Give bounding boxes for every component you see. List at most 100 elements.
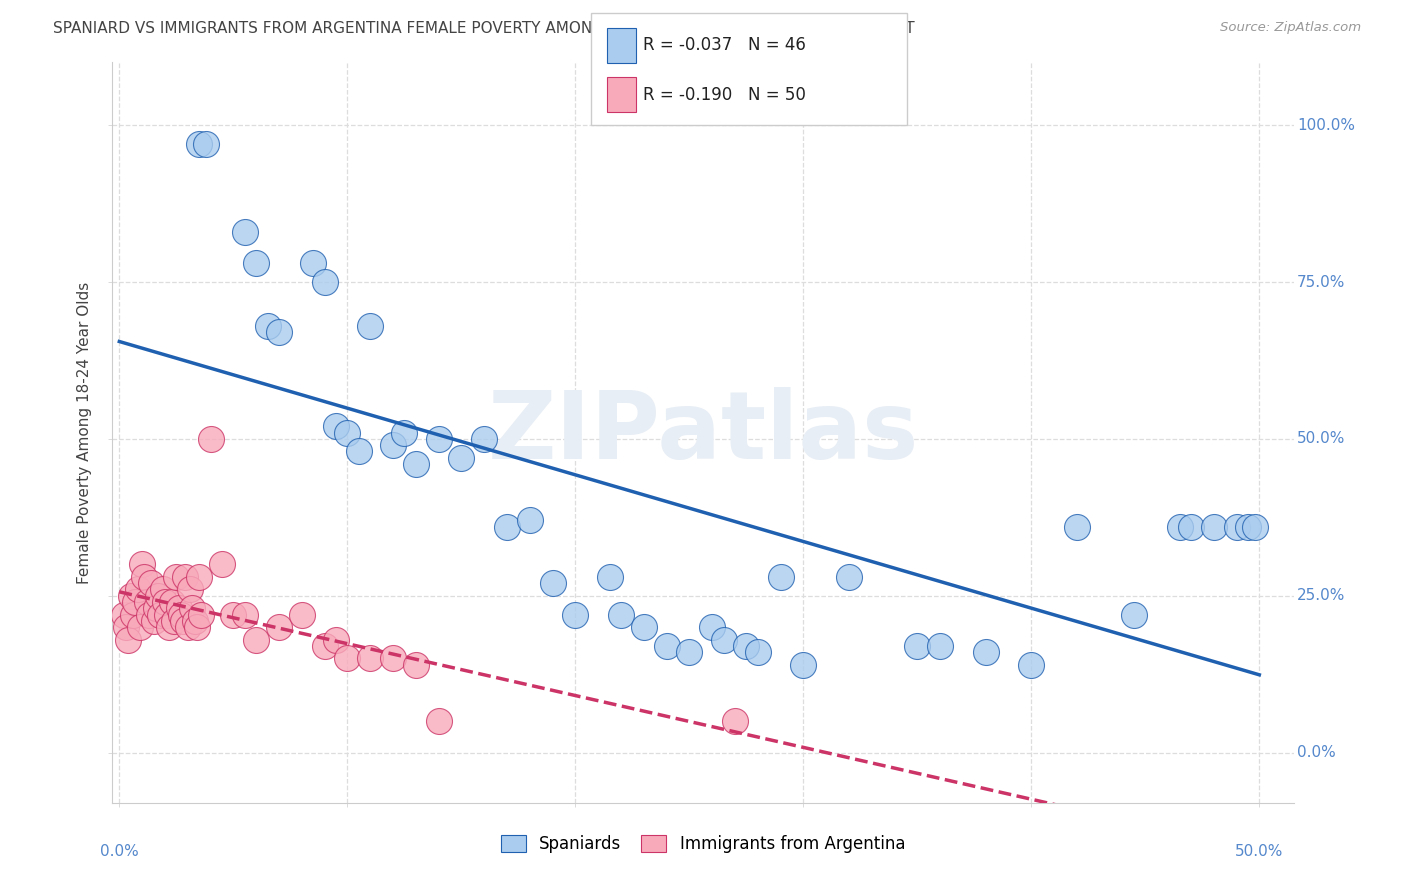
Point <box>186 620 208 634</box>
Point <box>267 325 290 339</box>
Point <box>149 607 172 622</box>
Point <box>1225 520 1247 534</box>
Point <box>167 601 190 615</box>
Text: 50.0%: 50.0% <box>1234 844 1284 858</box>
Point <box>1066 520 1088 534</box>
Point <box>152 582 174 597</box>
Point <box>134 570 156 584</box>
Point <box>183 614 205 628</box>
Point <box>131 558 153 572</box>
Point <box>135 595 157 609</box>
Point <box>146 589 169 603</box>
Point <box>222 607 245 622</box>
Point <box>678 645 700 659</box>
Point <box>1202 520 1225 534</box>
Point <box>974 645 997 659</box>
Point <box>200 432 222 446</box>
Point <box>336 425 359 440</box>
Point <box>177 620 200 634</box>
Point <box>190 607 212 622</box>
Point <box>655 639 678 653</box>
Point <box>905 639 928 653</box>
Point <box>314 275 336 289</box>
Point <box>245 256 267 270</box>
Point <box>291 607 314 622</box>
Point <box>141 576 163 591</box>
Point <box>124 595 146 609</box>
Point <box>117 632 139 647</box>
Point <box>769 570 792 584</box>
Text: R = -0.190   N = 50: R = -0.190 N = 50 <box>643 86 806 103</box>
Text: 0.0%: 0.0% <box>100 844 139 858</box>
Point <box>700 620 723 634</box>
Point <box>120 589 142 603</box>
Point <box>347 444 370 458</box>
Point <box>170 607 193 622</box>
Point <box>381 651 404 665</box>
Point <box>267 620 290 634</box>
Point <box>713 632 735 647</box>
Point <box>211 558 233 572</box>
Point <box>127 582 149 597</box>
Point <box>564 607 586 622</box>
Point <box>181 601 204 615</box>
Point <box>610 607 633 622</box>
Point <box>172 614 194 628</box>
Point <box>174 570 197 584</box>
Point <box>1237 520 1260 534</box>
Point <box>1021 657 1043 672</box>
Point <box>153 595 176 609</box>
Point <box>245 632 267 647</box>
Point <box>233 607 256 622</box>
Point <box>325 632 347 647</box>
Point <box>156 607 179 622</box>
Point <box>496 520 519 534</box>
Point <box>115 620 138 634</box>
Point <box>160 595 183 609</box>
Point <box>1180 520 1202 534</box>
Point <box>145 601 167 615</box>
Point <box>747 645 769 659</box>
Point <box>188 136 211 151</box>
Point <box>381 438 404 452</box>
Point <box>541 576 564 591</box>
Point <box>122 607 145 622</box>
Point <box>314 639 336 653</box>
Point <box>359 318 381 333</box>
Point <box>405 657 427 672</box>
Point <box>138 607 160 622</box>
Point <box>929 639 952 653</box>
Point <box>450 450 472 465</box>
Point <box>427 432 450 446</box>
Point <box>165 570 187 584</box>
Text: 0.0%: 0.0% <box>1298 745 1336 760</box>
Point <box>142 614 165 628</box>
Point <box>112 607 135 622</box>
Text: 50.0%: 50.0% <box>1298 432 1346 446</box>
Point <box>405 457 427 471</box>
Point <box>159 620 181 634</box>
Text: 75.0%: 75.0% <box>1298 275 1346 290</box>
Text: ZIPatlas: ZIPatlas <box>488 386 918 479</box>
Y-axis label: Female Poverty Among 18-24 Year Olds: Female Poverty Among 18-24 Year Olds <box>77 282 93 583</box>
Point <box>838 570 860 584</box>
Point <box>233 225 256 239</box>
Point <box>1122 607 1144 622</box>
Point <box>188 570 211 584</box>
Point <box>336 651 359 665</box>
Point <box>599 570 621 584</box>
Text: R = -0.037   N = 46: R = -0.037 N = 46 <box>643 37 806 54</box>
Point <box>359 651 381 665</box>
Point <box>179 582 201 597</box>
Point <box>128 620 150 634</box>
Text: 25.0%: 25.0% <box>1298 588 1346 603</box>
Point <box>633 620 655 634</box>
Text: 100.0%: 100.0% <box>1298 118 1355 133</box>
Point <box>394 425 416 440</box>
Point <box>325 419 347 434</box>
Point <box>735 639 758 653</box>
Point <box>163 614 186 628</box>
Point <box>427 714 450 729</box>
Point <box>792 657 814 672</box>
Point <box>472 432 495 446</box>
